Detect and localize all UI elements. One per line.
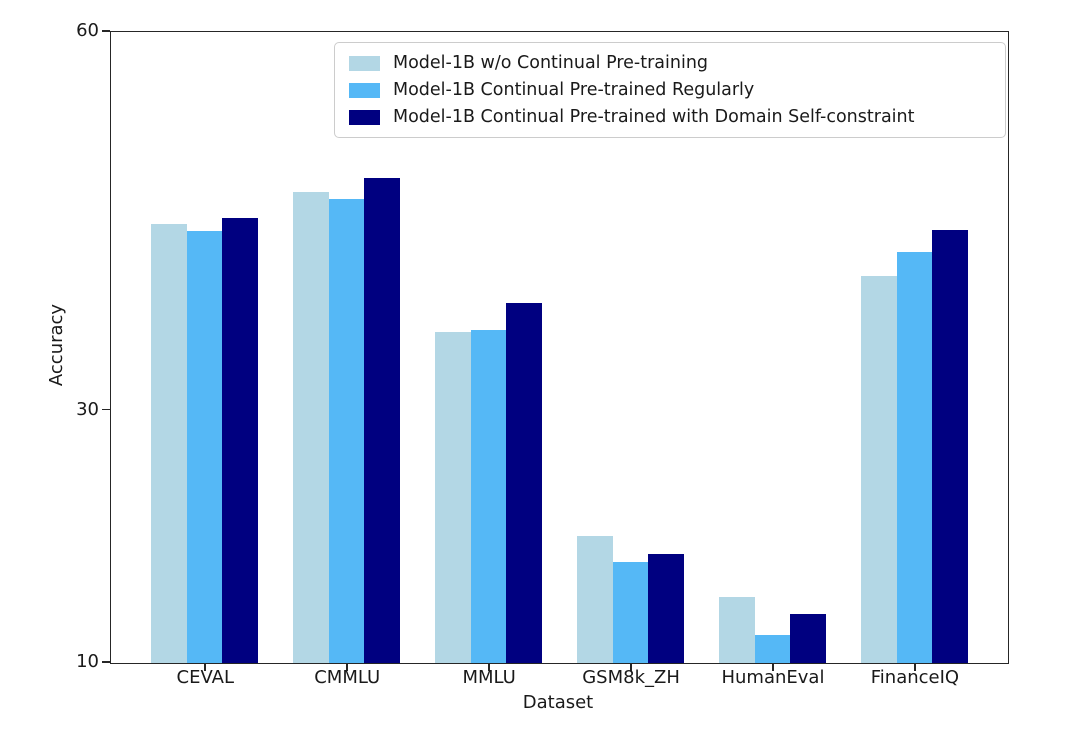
- x-tick-label-HumanEval: HumanEval: [721, 667, 825, 688]
- bar-CEVAL-series1: [186, 231, 223, 663]
- y-tick-mark: [102, 408, 110, 411]
- x-tick-label-GSM8k_ZH: GSM8k_ZH: [582, 667, 680, 688]
- x-tick-mark: [346, 662, 348, 671]
- y-tick-label-30: 30: [76, 398, 99, 420]
- legend-swatch-icon: [349, 55, 380, 71]
- y-axis-label: Accuracy: [46, 303, 67, 387]
- bar-GSM8k_ZH-series2: [648, 554, 684, 663]
- x-tick-label-MMLU: MMLU: [462, 667, 516, 688]
- bar-CEVAL-series0: [151, 223, 187, 663]
- legend-label: Model-1B Continual Pre-trained Regularly: [393, 80, 755, 100]
- x-tick-label-CMMLU: CMMLU: [314, 667, 381, 688]
- bar-MMLU-series0: [435, 332, 471, 663]
- x-tick-label-FinanceIQ: FinanceIQ: [870, 667, 960, 688]
- y-tick-label-60: 60: [76, 20, 99, 41]
- y-tick-mark: [102, 661, 110, 663]
- bar-GSM8k_ZH-series1: [612, 562, 649, 663]
- x-tick-mark: [204, 662, 207, 671]
- y-tick-label-10: 10: [76, 651, 99, 672]
- x-axis-label: Dataset: [522, 692, 594, 713]
- legend-row: Model-1B Continual Pre-trained with Doma…: [345, 105, 995, 129]
- bar-CMMLU-series0: [293, 192, 329, 663]
- bar-FinanceIQ-series0: [861, 275, 897, 663]
- legend-swatch-icon: [349, 109, 380, 125]
- bar-HumanEval-series1: [754, 635, 791, 663]
- bar-MMLU-series2: [506, 303, 542, 663]
- legend-label: Model-1B w/o Continual Pre-training: [393, 53, 709, 73]
- bar-CMMLU-series1: [328, 198, 365, 663]
- bar-GSM8k_ZH-series0: [577, 535, 613, 663]
- bar-MMLU-series1: [470, 329, 507, 663]
- x-tick-mark: [488, 662, 490, 671]
- x-tick-mark: [630, 662, 632, 671]
- bar-FinanceIQ-series2: [932, 230, 968, 663]
- x-tick-label-CEVAL: CEVAL: [176, 667, 234, 688]
- legend: Model-1B w/o Continual Pre-training Model…: [334, 42, 1006, 138]
- bar-CMMLU-series2: [364, 178, 400, 663]
- x-tick-mark: [914, 662, 916, 671]
- x-tick-mark: [772, 662, 774, 671]
- legend-row: Model-1B Continual Pre-trained Regularly: [345, 78, 995, 102]
- bar-HumanEval-series0: [719, 597, 755, 663]
- legend-swatch-icon: [349, 82, 380, 98]
- legend-label: Model-1B Continual Pre-trained with Doma…: [393, 107, 915, 127]
- bar-FinanceIQ-series1: [896, 251, 933, 663]
- legend-row: Model-1B w/o Continual Pre-training: [345, 51, 995, 75]
- bar-CEVAL-series2: [222, 217, 258, 663]
- bar-HumanEval-series2: [790, 613, 826, 663]
- y-tick-mark: [102, 30, 110, 32]
